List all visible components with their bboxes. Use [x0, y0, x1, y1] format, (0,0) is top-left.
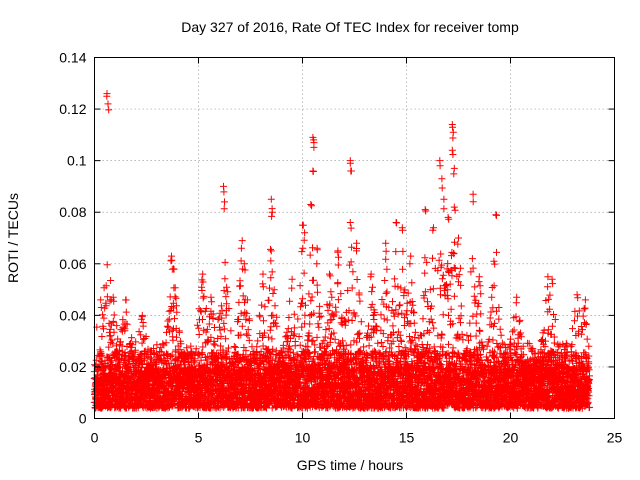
y-tick-label: 0.1: [67, 153, 87, 169]
y-tick-label: 0: [79, 411, 87, 427]
x-tick-label: 0: [91, 430, 99, 446]
x-tick-label: 15: [399, 430, 415, 446]
y-tick-label: 0.02: [59, 359, 86, 375]
y-tick-label: 0.08: [59, 204, 86, 220]
x-axis: 0 5 10 15 20 25: [91, 57, 623, 446]
y-axis: 0 0.02 0.04 0.06 0.08 0.1 0.12 0.14: [59, 50, 615, 427]
series-markers: [90, 90, 593, 412]
chart-title: Day 327 of 2016, Rate Of TEC Index for r…: [181, 19, 519, 35]
plot-frame: [94, 57, 615, 419]
x-tick-label: 25: [607, 430, 623, 446]
x-tick-label: 20: [503, 430, 519, 446]
y-tick-label: 0.04: [59, 307, 86, 323]
y-tick-label: 0.06: [59, 256, 86, 272]
data-points: [90, 90, 593, 412]
y-tick-label: 0.12: [59, 101, 86, 117]
x-axis-title: GPS time / hours: [297, 457, 404, 473]
y-axis-title: ROTI / TECUs: [5, 193, 21, 283]
y-tick-label: 0.14: [59, 50, 86, 66]
x-tick-label: 10: [295, 430, 311, 446]
x-tick-label: 5: [195, 430, 203, 446]
